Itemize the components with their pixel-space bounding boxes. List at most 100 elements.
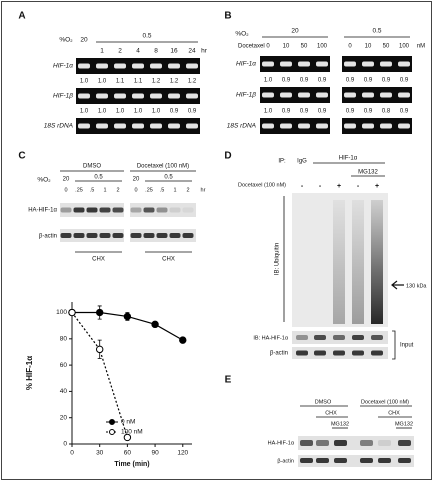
ratio: 0.9 — [282, 78, 291, 84]
gel-band — [316, 61, 328, 67]
treatment-label: CHX — [92, 257, 105, 263]
blot-band — [73, 233, 85, 238]
gel-band — [280, 92, 292, 98]
sign-label: - — [319, 183, 322, 190]
gel-band — [168, 93, 180, 99]
blot-band — [60, 233, 72, 238]
blot-band — [371, 335, 383, 340]
o2-label: %O₂ — [37, 177, 51, 184]
blot-band — [360, 458, 373, 463]
blot-band — [334, 440, 347, 446]
data-point — [151, 320, 159, 329]
mg132-label: MG132 — [358, 170, 378, 176]
chx-label: CHX — [325, 410, 337, 416]
blot-band — [112, 233, 124, 238]
gel-band — [344, 61, 356, 67]
ratio: 0.9 — [282, 109, 291, 115]
x-tick-label: 0 — [70, 450, 74, 457]
dose-label: 100 — [317, 44, 328, 50]
ubiquitin-smear — [333, 200, 345, 324]
legend-marker — [109, 429, 115, 435]
ratio: 1.0 — [98, 79, 107, 85]
ratio: 0.9 — [346, 78, 355, 84]
time-label: 8 — [154, 48, 158, 55]
treatment-label: CHX — [162, 257, 175, 263]
row-label: IB: HA-HIF-1α — [253, 335, 288, 341]
gel-band — [316, 92, 328, 98]
gel — [260, 87, 330, 103]
gel — [342, 118, 412, 134]
y-tick-label: 100 — [56, 309, 67, 316]
gel-band — [280, 61, 292, 67]
o2-level: 0.5 — [94, 175, 103, 181]
row-label: HIF-1α — [236, 61, 256, 68]
blot-band — [314, 350, 326, 356]
gel-band — [380, 123, 392, 129]
gel-band — [168, 123, 180, 129]
blot-band — [169, 207, 181, 213]
y-tick-label: 40 — [60, 388, 68, 395]
o2-level: 20 — [291, 28, 299, 35]
unit-label: hr — [201, 48, 208, 55]
blot-band — [156, 233, 168, 238]
gel-band — [114, 123, 126, 129]
data-point — [179, 336, 187, 344]
legend-label: 100 nM — [121, 429, 143, 436]
gel-band — [78, 93, 90, 99]
blot-band — [169, 233, 181, 238]
gel-band — [298, 92, 310, 98]
gel-band — [132, 93, 144, 99]
gel-band — [168, 63, 180, 69]
o2-level: 0.5 — [372, 28, 381, 35]
blot-band — [73, 207, 85, 213]
ratio: 1.2 — [170, 79, 179, 85]
gel-band — [380, 61, 392, 67]
sign-label: + — [337, 183, 341, 190]
unit-label: nM — [417, 44, 425, 50]
drug-label: Docetaxel — [238, 44, 265, 50]
dose-label: 50 — [301, 44, 308, 50]
ratio: 0.8 — [382, 109, 391, 115]
blot-band — [296, 350, 308, 356]
blot-band — [352, 350, 364, 356]
gel-band — [398, 92, 410, 98]
y-axis-title: % HIF-1α — [25, 356, 34, 390]
ib-label: IB: Ubiquitin — [275, 243, 281, 275]
ratio: 1.0 — [80, 109, 89, 115]
time-label: 0 — [134, 187, 137, 193]
data-point — [123, 433, 132, 442]
ratio: 0.9 — [318, 78, 327, 84]
ratio: 0.9 — [346, 109, 355, 115]
gel-band — [380, 92, 392, 98]
gel-band — [78, 123, 90, 129]
row-label: β-actin — [277, 458, 294, 464]
ip-label: HIF-1α — [339, 156, 358, 162]
ratio: 0.9 — [188, 109, 197, 115]
data-point — [68, 308, 76, 317]
blot-band — [143, 207, 155, 213]
panel-label: B — [224, 11, 231, 22]
blot-band — [156, 207, 168, 213]
time-label: .25 — [75, 187, 83, 193]
gel — [260, 56, 330, 72]
gel-band — [298, 123, 310, 129]
row-label: HIF-1β — [53, 93, 73, 100]
time-label: 2 — [118, 48, 122, 55]
chx-label: CHX — [388, 410, 400, 416]
row-label: HA-HIF-1α — [268, 440, 295, 446]
gel-band — [262, 92, 274, 98]
gel — [342, 87, 412, 103]
gel-band — [78, 63, 90, 69]
y-tick-label: 60 — [60, 362, 68, 369]
blot-band — [334, 458, 347, 463]
time-label: 2 — [116, 187, 119, 193]
gel-band — [96, 63, 108, 69]
ratio: 1.1 — [134, 79, 143, 85]
time-label: 1 — [173, 187, 176, 193]
dose-label: 10 — [283, 44, 290, 50]
blot-band — [378, 458, 391, 463]
ratio: 0.9 — [170, 109, 179, 115]
gel-band — [262, 61, 274, 67]
x-tick-label: 30 — [96, 450, 104, 457]
ratio: 1.0 — [264, 78, 273, 84]
